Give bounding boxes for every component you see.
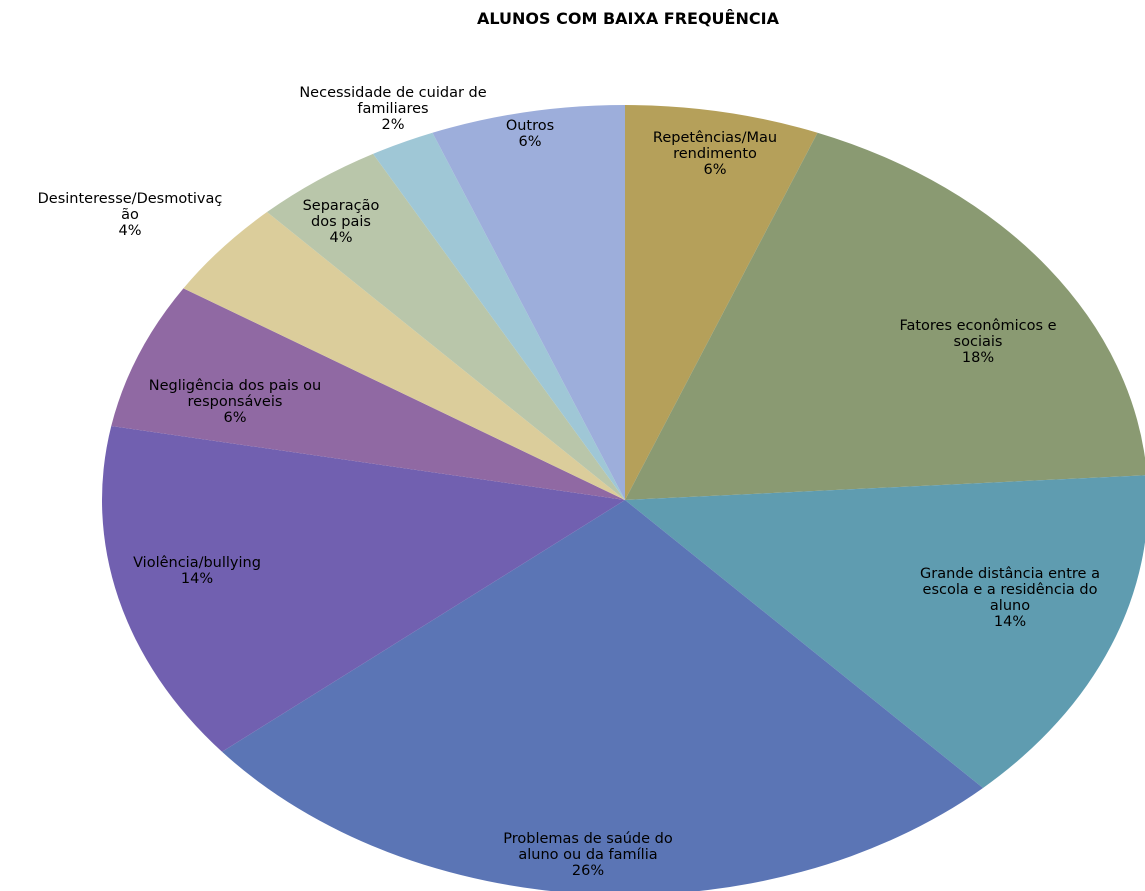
- label-line: Necessidade de cuidar de: [299, 85, 486, 101]
- slice-label: Repetências/Mau rendimento: [653, 130, 777, 162]
- label-line: dos pais: [311, 214, 371, 230]
- label-line: Problemas de saúde do: [503, 831, 673, 847]
- value-label: 6%: [518, 134, 541, 150]
- label-line: ão: [121, 207, 139, 223]
- label-line: Separação: [303, 198, 380, 214]
- label-line: Negligência dos pais ou: [149, 378, 321, 394]
- pie-slice: [625, 475, 1145, 788]
- slice-label: Desinteresse/Desmotivaç ão: [38, 191, 223, 223]
- slice-label: Separação dos pais: [303, 198, 380, 230]
- label-line: Grande distância entre a: [920, 566, 1100, 582]
- pie-slice: [373, 132, 625, 500]
- value-label: 4%: [118, 223, 141, 239]
- pie-slice: [625, 132, 1145, 500]
- pie-slice: [432, 105, 625, 500]
- value-label: 14%: [181, 571, 213, 587]
- slice-label: Grande distância entre a escola e a resid…: [920, 566, 1100, 614]
- value-label: 6%: [223, 410, 246, 426]
- value-label: 26%: [572, 863, 604, 879]
- slice-label: Outros: [506, 118, 554, 134]
- label-line: Desinteresse/Desmotivaç: [38, 191, 223, 207]
- pie-slice: [222, 500, 984, 891]
- pie-slice: [266, 153, 625, 500]
- label-line: sociais: [954, 334, 1003, 350]
- value-label: 6%: [703, 162, 726, 178]
- label-line: Fatores econômicos e: [899, 318, 1056, 334]
- label-line: Violência/bullying: [133, 555, 261, 571]
- pie-slice: [111, 288, 625, 500]
- chart-title: ALUNOS COM BAIXA FREQUÊNCIA: [477, 9, 780, 28]
- label-line: rendimento: [673, 146, 757, 162]
- slice-label: Negligência dos pais ou responsáveis: [149, 378, 321, 410]
- value-label: 4%: [329, 230, 352, 246]
- label-line: escola e a residência do: [923, 582, 1098, 598]
- pie-slice: [183, 212, 625, 501]
- pie-slice: [625, 105, 818, 500]
- slice-label: Problemas de saúde do aluno ou da família: [503, 831, 673, 863]
- label-line: responsáveis: [188, 394, 283, 410]
- label-line: aluno ou da família: [518, 847, 657, 863]
- label-line: aluno: [990, 598, 1030, 614]
- value-label: 18%: [962, 350, 994, 366]
- label-line: familiares: [357, 101, 428, 117]
- slice-label: Fatores econômicos e sociais: [899, 318, 1056, 350]
- pie: [102, 105, 1145, 891]
- value-label: 14%: [994, 614, 1026, 630]
- pie-slice: [102, 425, 626, 752]
- slice-label: Necessidade de cuidar de familiares: [299, 85, 486, 117]
- label-line: Repetências/Mau: [653, 130, 777, 146]
- label-line: Outros: [506, 118, 554, 134]
- slice-label: Violência/bullying: [133, 555, 261, 571]
- value-label: 2%: [381, 117, 404, 133]
